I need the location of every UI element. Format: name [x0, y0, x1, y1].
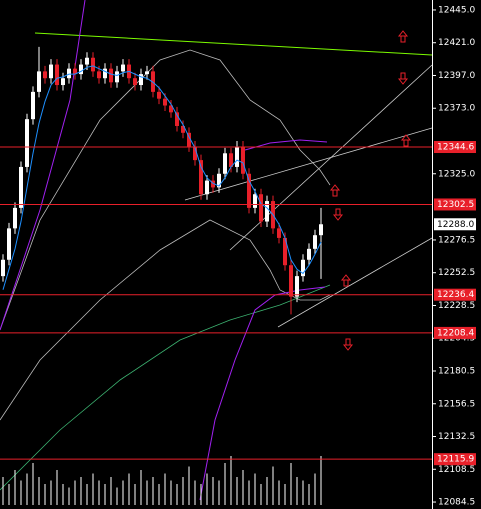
candle-body	[181, 125, 185, 133]
y-tick-label: 12156.5	[438, 399, 475, 409]
candle-body	[199, 160, 203, 195]
candle-body	[253, 194, 257, 208]
candle-body	[229, 153, 233, 167]
candle-body	[205, 180, 209, 195]
ma-line	[0, 0, 86, 331]
candle-body	[187, 132, 191, 147]
y-tick-label: 12445.0	[438, 5, 475, 15]
candle-body	[235, 146, 239, 167]
level-label-box	[434, 198, 476, 211]
level-label-box	[434, 326, 476, 339]
candle-body	[241, 146, 245, 174]
candle-body	[25, 119, 29, 167]
level-label: 12115.9	[437, 455, 474, 465]
y-tick-label: 12132.5	[438, 432, 475, 442]
y-tick-label: 12276.5	[438, 235, 475, 245]
candle-body	[79, 64, 83, 75]
y-tick-label: 12325.0	[438, 169, 475, 179]
candle-body	[97, 71, 101, 79]
candle-body	[217, 173, 221, 188]
y-tick-label: 12228.5	[438, 301, 475, 311]
candle-body	[13, 207, 17, 229]
candle-body	[151, 71, 155, 92]
candle-body	[109, 68, 113, 83]
candle-body	[259, 194, 263, 222]
candle-body	[163, 98, 167, 106]
candle-body	[175, 112, 179, 126]
level-label: 12236.4	[437, 290, 474, 300]
arrows	[329, 30, 412, 351]
candle-body	[301, 259, 305, 277]
band-line	[0, 49, 331, 331]
candle-body	[55, 64, 59, 86]
candle-body	[169, 105, 173, 113]
level-label: 12344.6	[437, 143, 474, 153]
candle-body	[73, 68, 77, 75]
candle-body	[145, 71, 149, 75]
candle-body	[265, 201, 269, 222]
candle-body	[289, 265, 293, 297]
candle-body	[31, 91, 35, 120]
candle-body	[1, 259, 5, 277]
candle-body	[133, 78, 137, 86]
channel-line	[277, 237, 433, 328]
y-tick-label: 12108.5	[438, 465, 475, 475]
y-tick-label: 12421.0	[438, 38, 475, 48]
candle-body	[295, 276, 299, 297]
candle-body	[19, 166, 23, 208]
candle-body	[49, 64, 53, 79]
ma-line	[199, 286, 326, 501]
candle-body	[115, 71, 119, 83]
level-label: 12302.5	[437, 200, 474, 210]
y-tick-label: 12180.5	[438, 367, 475, 377]
trend-line	[34, 32, 433, 56]
last-price-label: 12288.0	[437, 220, 474, 230]
candle-body	[61, 78, 65, 86]
candle-body	[91, 57, 95, 72]
ma-line	[2, 65, 322, 290]
candle-body	[121, 64, 125, 72]
last-price-box	[434, 218, 476, 231]
candle-body	[223, 153, 227, 174]
candle-body	[193, 146, 197, 161]
y-tick-label: 12252.5	[438, 268, 475, 278]
candle-body	[7, 228, 11, 260]
candle-body	[67, 68, 71, 79]
candle-body	[283, 237, 287, 266]
channel-line	[184, 127, 433, 201]
ma-line	[244, 139, 328, 151]
candle-body	[277, 228, 281, 238]
candle-body	[139, 74, 143, 86]
band-line	[0, 219, 331, 421]
ma-line	[0, 284, 331, 491]
candle-body	[307, 248, 311, 260]
candle-body	[247, 173, 251, 208]
candle-body	[103, 68, 107, 79]
y-tick-label: 12397.0	[438, 71, 475, 81]
y-tick-label: 12373.0	[438, 104, 475, 114]
level-label-box	[434, 288, 476, 301]
candle-body	[313, 235, 317, 249]
level-label: 12208.4	[437, 328, 474, 338]
candle-body	[43, 71, 47, 79]
candle-body	[319, 224, 323, 236]
candle-body	[157, 91, 161, 99]
level-label-box	[434, 453, 476, 466]
candle-body	[85, 57, 89, 65]
candle-body	[211, 180, 215, 188]
level-label-box	[434, 141, 476, 154]
candle-body	[37, 71, 41, 92]
y-tick-label: 12084.5	[438, 498, 475, 508]
